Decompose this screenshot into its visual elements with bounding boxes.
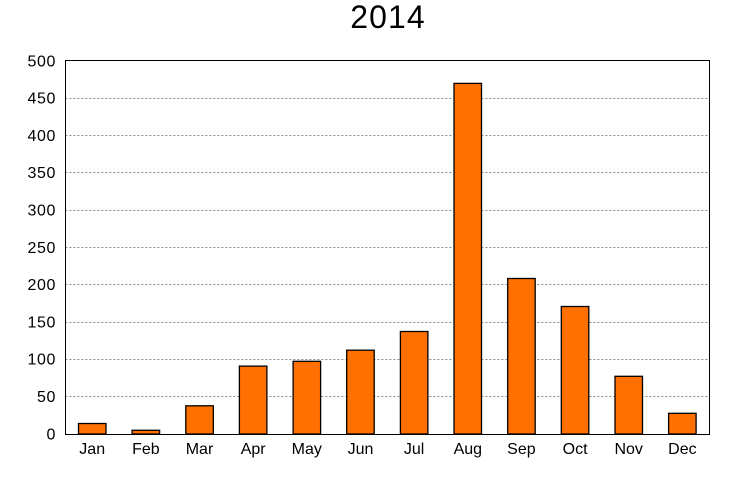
- svg-text:50: 50: [37, 389, 56, 406]
- svg-text:500: 500: [28, 53, 57, 70]
- svg-text:Dec: Dec: [668, 441, 696, 458]
- svg-text:300: 300: [28, 203, 57, 220]
- svg-text:Jan: Jan: [79, 441, 105, 458]
- svg-text:Jul: Jul: [404, 441, 424, 458]
- svg-text:450: 450: [28, 91, 57, 108]
- svg-text:0: 0: [47, 426, 57, 443]
- svg-text:May: May: [292, 441, 322, 458]
- svg-text:Apr: Apr: [241, 441, 267, 458]
- svg-text:350: 350: [28, 165, 57, 182]
- svg-text:2014: 2014: [350, 0, 426, 35]
- svg-text:150: 150: [28, 314, 57, 331]
- svg-text:200: 200: [28, 277, 57, 294]
- svg-text:Feb: Feb: [132, 441, 160, 458]
- svg-text:Oct: Oct: [563, 441, 588, 458]
- svg-text:Sep: Sep: [507, 441, 536, 458]
- svg-text:Nov: Nov: [614, 441, 642, 458]
- svg-text:100: 100: [28, 352, 57, 369]
- svg-text:250: 250: [28, 240, 57, 257]
- svg-text:400: 400: [28, 128, 57, 145]
- svg-text:Jun: Jun: [348, 441, 374, 458]
- svg-text:Aug: Aug: [454, 441, 482, 458]
- svg-text:Mar: Mar: [186, 441, 214, 458]
